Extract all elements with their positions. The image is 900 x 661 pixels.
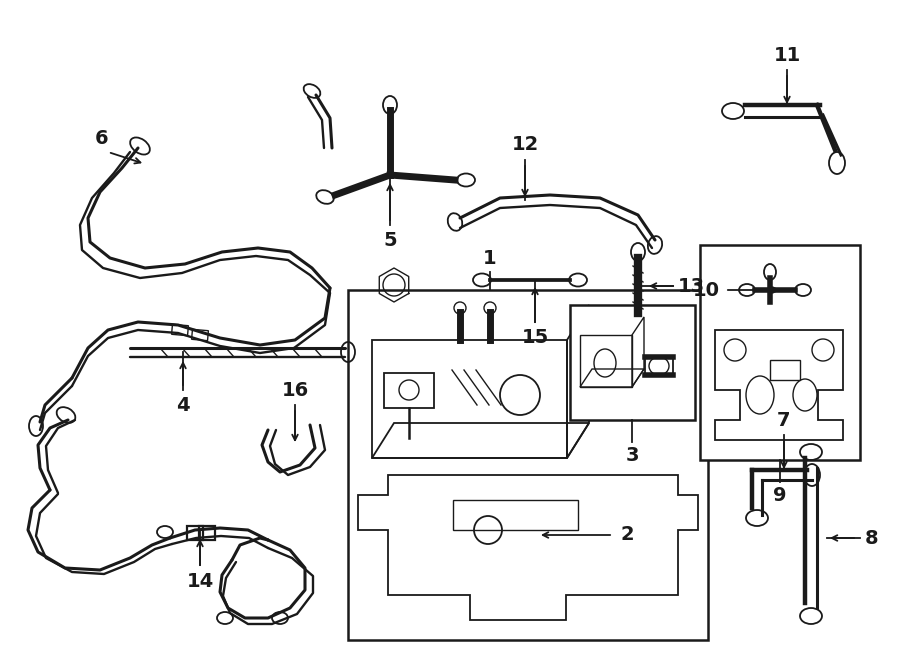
Bar — [770, 360, 800, 380]
Text: 9: 9 — [773, 486, 787, 505]
Text: 7: 7 — [778, 411, 791, 430]
Text: 14: 14 — [186, 572, 213, 591]
Bar — [700, 245, 860, 460]
Bar — [348, 290, 708, 640]
Text: 4: 4 — [176, 396, 190, 415]
Text: 16: 16 — [282, 381, 309, 400]
Text: 12: 12 — [511, 135, 538, 154]
Text: 3: 3 — [626, 446, 639, 465]
Text: 15: 15 — [521, 328, 549, 347]
Bar — [199, 526, 215, 540]
Bar — [172, 325, 188, 336]
Text: 11: 11 — [773, 46, 801, 65]
Text: 13: 13 — [678, 276, 705, 295]
Text: 6: 6 — [95, 129, 109, 148]
Bar — [192, 329, 209, 340]
Text: 2: 2 — [620, 525, 634, 545]
Bar — [570, 305, 695, 420]
Text: 1: 1 — [483, 249, 497, 268]
Text: 5: 5 — [383, 231, 397, 250]
Bar — [187, 526, 203, 540]
Text: 8: 8 — [865, 529, 878, 547]
Text: 10: 10 — [693, 280, 720, 299]
